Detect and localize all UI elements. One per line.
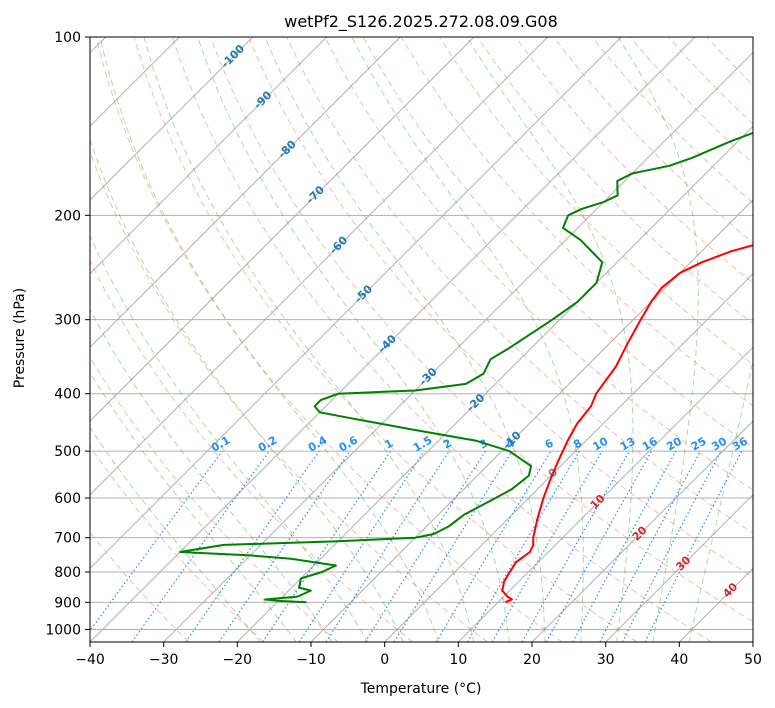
dry-adiabat-line bbox=[133, 37, 638, 642]
x-tick-label: 40 bbox=[670, 652, 688, 668]
moist-adiabat-line bbox=[90, 138, 404, 642]
mixing-ratio-line bbox=[393, 450, 513, 642]
mixing-ratio-line bbox=[545, 450, 653, 642]
isotherm-line bbox=[90, 37, 254, 201]
plot-frame bbox=[89, 36, 754, 643]
moist-adiabat-line bbox=[617, 37, 699, 642]
x-tick-label: 10 bbox=[449, 652, 467, 668]
chart-title: wetPf2_S126.2025.272.08.09.G08 bbox=[284, 12, 558, 32]
isotherm-line bbox=[605, 493, 753, 642]
x-axis-label: Temperature (°C) bbox=[360, 681, 482, 697]
y-tick-label: 1000 bbox=[45, 622, 81, 638]
mixing-ratio-line bbox=[521, 450, 631, 642]
mixing-ratio-line bbox=[298, 450, 425, 642]
isotherm-line bbox=[384, 272, 753, 642]
y-tick-label: 100 bbox=[54, 30, 81, 46]
moist-adiabat-line bbox=[197, 37, 510, 642]
isotherm-line bbox=[163, 51, 753, 642]
y-tick-label: 500 bbox=[54, 444, 81, 460]
y-tick-label: 200 bbox=[54, 208, 81, 224]
x-tick-label: 30 bbox=[597, 652, 615, 668]
y-tick-label: 800 bbox=[54, 565, 81, 581]
dry-adiabat-line bbox=[95, 37, 563, 642]
dry-adiabat-line bbox=[90, 259, 414, 642]
y-tick-label: 900 bbox=[54, 595, 81, 611]
moist-adiabat-line bbox=[351, 37, 584, 642]
mixing-ratio-line bbox=[218, 450, 351, 642]
mixing-ratio-line bbox=[644, 450, 743, 642]
dry-adiabat-line bbox=[286, 37, 753, 534]
moist-adiabat-line bbox=[90, 426, 261, 642]
x-tick-label: −20 bbox=[223, 652, 253, 668]
moist-adiabat-line bbox=[90, 371, 297, 642]
mixing-ratio-line bbox=[131, 450, 270, 642]
moist-adiabat-line bbox=[688, 357, 753, 642]
y-tick-label: 400 bbox=[54, 387, 81, 403]
y-tick-label: 700 bbox=[54, 531, 81, 547]
isotherm-line bbox=[90, 37, 475, 422]
mixing-ratio-line bbox=[262, 450, 392, 642]
y-tick-label: 600 bbox=[54, 491, 81, 507]
y-tick-label: 300 bbox=[54, 313, 81, 329]
isotherm-line bbox=[90, 37, 696, 642]
dry-adiabat-line bbox=[400, 37, 753, 407]
mixing-ratio-line bbox=[572, 450, 677, 642]
dry-adiabat-line bbox=[553, 37, 753, 244]
moist-adiabat-line bbox=[99, 37, 439, 642]
isotherm-line bbox=[457, 346, 753, 642]
y-axis-label: Pressure (hPa) bbox=[12, 288, 28, 388]
x-tick-label: 20 bbox=[523, 652, 541, 668]
moist-adiabat-line bbox=[143, 37, 475, 642]
x-axis: −40 −30 −20 −10 0 10 20 30 40 50 bbox=[75, 642, 762, 668]
x-tick-label: 0 bbox=[380, 652, 389, 668]
moist-adiabat-line bbox=[264, 37, 546, 642]
x-tick-label: −30 bbox=[149, 652, 179, 668]
x-tick-label: 50 bbox=[744, 652, 762, 668]
dry-adiabat-line bbox=[171, 37, 712, 642]
dry-adiabat-line bbox=[362, 37, 753, 449]
y-axis: 1000 900 800 700 600 500 400 300 200 100 bbox=[45, 30, 90, 638]
dry-adiabat-line bbox=[591, 37, 753, 204]
dry-adiabat-line bbox=[477, 37, 753, 325]
dry-adiabat-line bbox=[90, 445, 264, 642]
isotherm-line bbox=[90, 37, 549, 496]
dewpoint-profile bbox=[179, 131, 753, 604]
dry-adiabat-line bbox=[629, 37, 753, 165]
isotherm-line bbox=[90, 37, 622, 570]
moist-adiabat-line bbox=[90, 308, 333, 642]
plot-area: 0.1 0.2 0.4 0.6 1 1.5 2 3 4 6 8 10 13 16 20 25 30 36-100-… bbox=[90, 37, 753, 642]
x-tick-label: −40 bbox=[75, 652, 105, 668]
isotherm-line bbox=[90, 37, 328, 275]
dry-adiabat-line bbox=[248, 37, 753, 578]
moist-adiabat-line bbox=[90, 234, 369, 642]
isotherm-line bbox=[90, 37, 401, 349]
mixing-ratio-line bbox=[325, 450, 450, 642]
dry-adiabat-line bbox=[438, 37, 753, 366]
mixing-ratio-line bbox=[90, 450, 223, 632]
x-tick-label: −10 bbox=[296, 652, 326, 668]
isotherm-line bbox=[531, 420, 753, 642]
temperature-profile bbox=[501, 244, 753, 604]
mixing-ratio-line bbox=[185, 450, 320, 642]
